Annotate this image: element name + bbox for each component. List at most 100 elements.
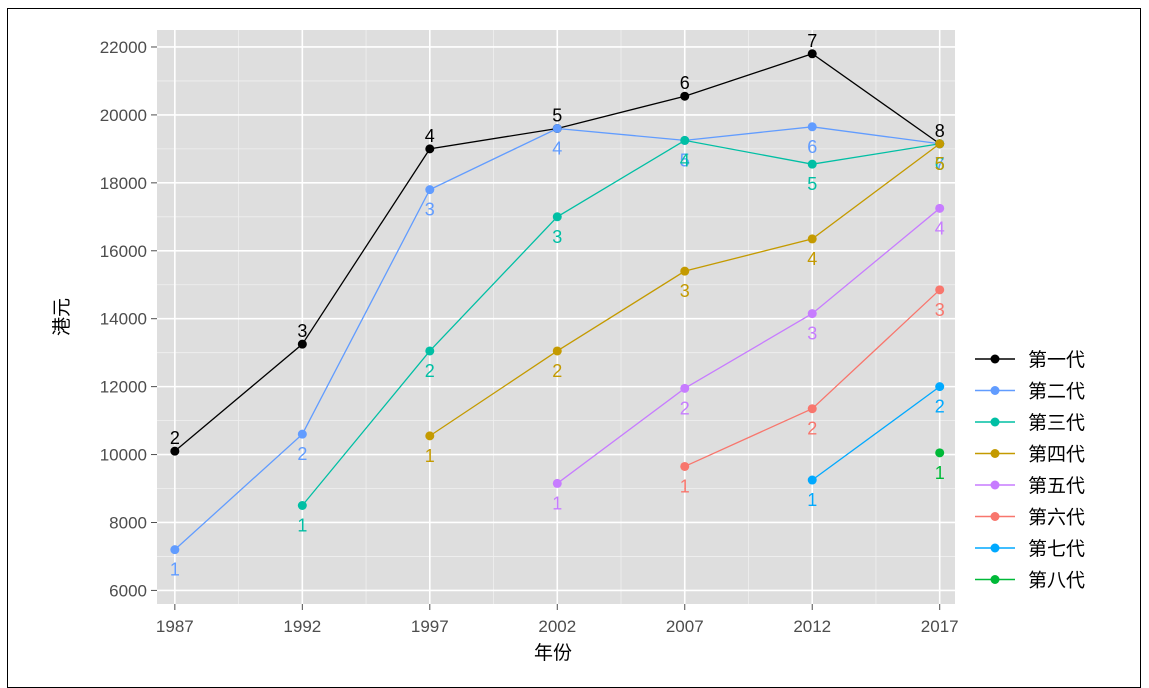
- legend-key-point: [990, 354, 1000, 364]
- y-tick-label: 12000: [100, 378, 147, 397]
- data-point: [807, 49, 817, 59]
- point-label: 5: [935, 154, 945, 174]
- data-point: [552, 478, 562, 488]
- x-tick-label: 1997: [411, 617, 449, 636]
- data-point: [807, 159, 817, 169]
- data-point: [170, 545, 180, 555]
- point-label: 1: [552, 493, 562, 513]
- point-label: 6: [807, 137, 817, 157]
- data-point: [425, 185, 435, 195]
- series-line-7: [811, 386, 941, 481]
- data-point: [297, 339, 307, 349]
- point-label: 3: [552, 227, 562, 247]
- legend-label: 第二代: [1028, 381, 1085, 403]
- data-point: [552, 346, 562, 356]
- y-tick-label: 14000: [100, 310, 147, 329]
- point-label: 8: [935, 121, 945, 141]
- point-label: 1: [297, 516, 307, 536]
- point-label: 1: [170, 560, 180, 580]
- point-label: 3: [935, 300, 945, 320]
- point-label: 2: [680, 398, 690, 418]
- point-label: 1: [935, 463, 945, 483]
- x-axis: 1987 1992 1997 2002 2007 2012 2017: [156, 604, 959, 636]
- point-label: 4: [935, 218, 945, 238]
- series-line-3: [301, 139, 940, 506]
- y-axis: 6000 8000 10000 12000 14000 16000 18000 20000 22…: [100, 38, 157, 600]
- point-label: 4: [425, 126, 435, 146]
- legend-key-point: [990, 386, 1000, 395]
- point-label: 6: [680, 73, 690, 93]
- data-point: [680, 91, 690, 101]
- data-point: [297, 501, 307, 511]
- y-tick-label: 10000: [100, 446, 147, 465]
- data-point: [807, 404, 817, 414]
- point-label: 3: [680, 281, 690, 301]
- legend-key-point: [990, 449, 1000, 458]
- x-tick-label: 1992: [283, 617, 321, 636]
- point-label: 7: [807, 31, 817, 51]
- x-axis-title: 年份: [534, 642, 572, 664]
- data-point: [935, 448, 945, 458]
- data-point: [680, 383, 690, 393]
- data-point: [935, 285, 945, 295]
- x-tick-label: 2017: [921, 617, 959, 636]
- x-tick-label: 2012: [793, 617, 831, 636]
- point-label: 5: [680, 150, 690, 170]
- data-point: [935, 382, 945, 392]
- data-point: [807, 475, 817, 485]
- point-label: 2: [297, 444, 307, 464]
- point-label: 2: [552, 361, 562, 381]
- point-label: 2: [935, 397, 945, 417]
- point-label: 3: [807, 324, 817, 344]
- data-point: [680, 461, 690, 471]
- point-label: 2: [170, 428, 180, 448]
- point-label: 2: [807, 419, 817, 439]
- data-point: [425, 431, 435, 441]
- x-tick-label: 2007: [666, 617, 704, 636]
- legend-label: 第六代: [1028, 507, 1085, 529]
- point-label: 1: [425, 446, 435, 466]
- data-point: [297, 429, 307, 439]
- legend-label: 第四代: [1028, 444, 1085, 466]
- data-point: [807, 309, 817, 319]
- y-tick-label: 16000: [100, 242, 147, 261]
- x-tick-label: 1987: [156, 617, 194, 636]
- point-label: 1: [680, 476, 690, 496]
- point-label: 6: [935, 154, 945, 174]
- point-label: 4: [807, 249, 817, 269]
- series-line-5: [556, 207, 941, 484]
- series-points: [170, 49, 945, 555]
- point-label: 3: [297, 321, 307, 341]
- legend-key-point: [990, 480, 1000, 490]
- data-point: [552, 123, 562, 133]
- point-label: 7: [935, 154, 945, 174]
- point-label: 4: [552, 138, 562, 158]
- point-label: 5: [552, 105, 562, 125]
- y-tick-label: 20000: [100, 106, 147, 125]
- y-tick-label: 22000: [100, 38, 147, 57]
- legend-label: 第一代: [1028, 349, 1085, 371]
- point-label: 4: [680, 150, 690, 170]
- point-label: 5: [807, 174, 817, 194]
- legend-label: 第七代: [1028, 538, 1085, 560]
- data-point: [425, 346, 435, 356]
- legend-label: 第五代: [1028, 475, 1085, 497]
- legend-label: 第三代: [1028, 412, 1085, 434]
- data-point: [680, 135, 690, 145]
- y-tick-label: 6000: [109, 581, 147, 600]
- point-label: 1: [807, 490, 817, 510]
- point-label: 3: [425, 200, 435, 220]
- legend-key-point: [990, 575, 1000, 584]
- data-point: [680, 266, 690, 276]
- legend-key-point: [990, 417, 1000, 427]
- data-point: [552, 212, 562, 222]
- x-tick-label: 2002: [538, 617, 576, 636]
- data-point: [935, 203, 945, 213]
- y-tick-label: 8000: [109, 513, 147, 532]
- legend-label: 第八代: [1028, 570, 1085, 592]
- legend-key-point: [990, 543, 1000, 553]
- point-label: 2: [425, 361, 435, 381]
- data-point: [807, 122, 817, 132]
